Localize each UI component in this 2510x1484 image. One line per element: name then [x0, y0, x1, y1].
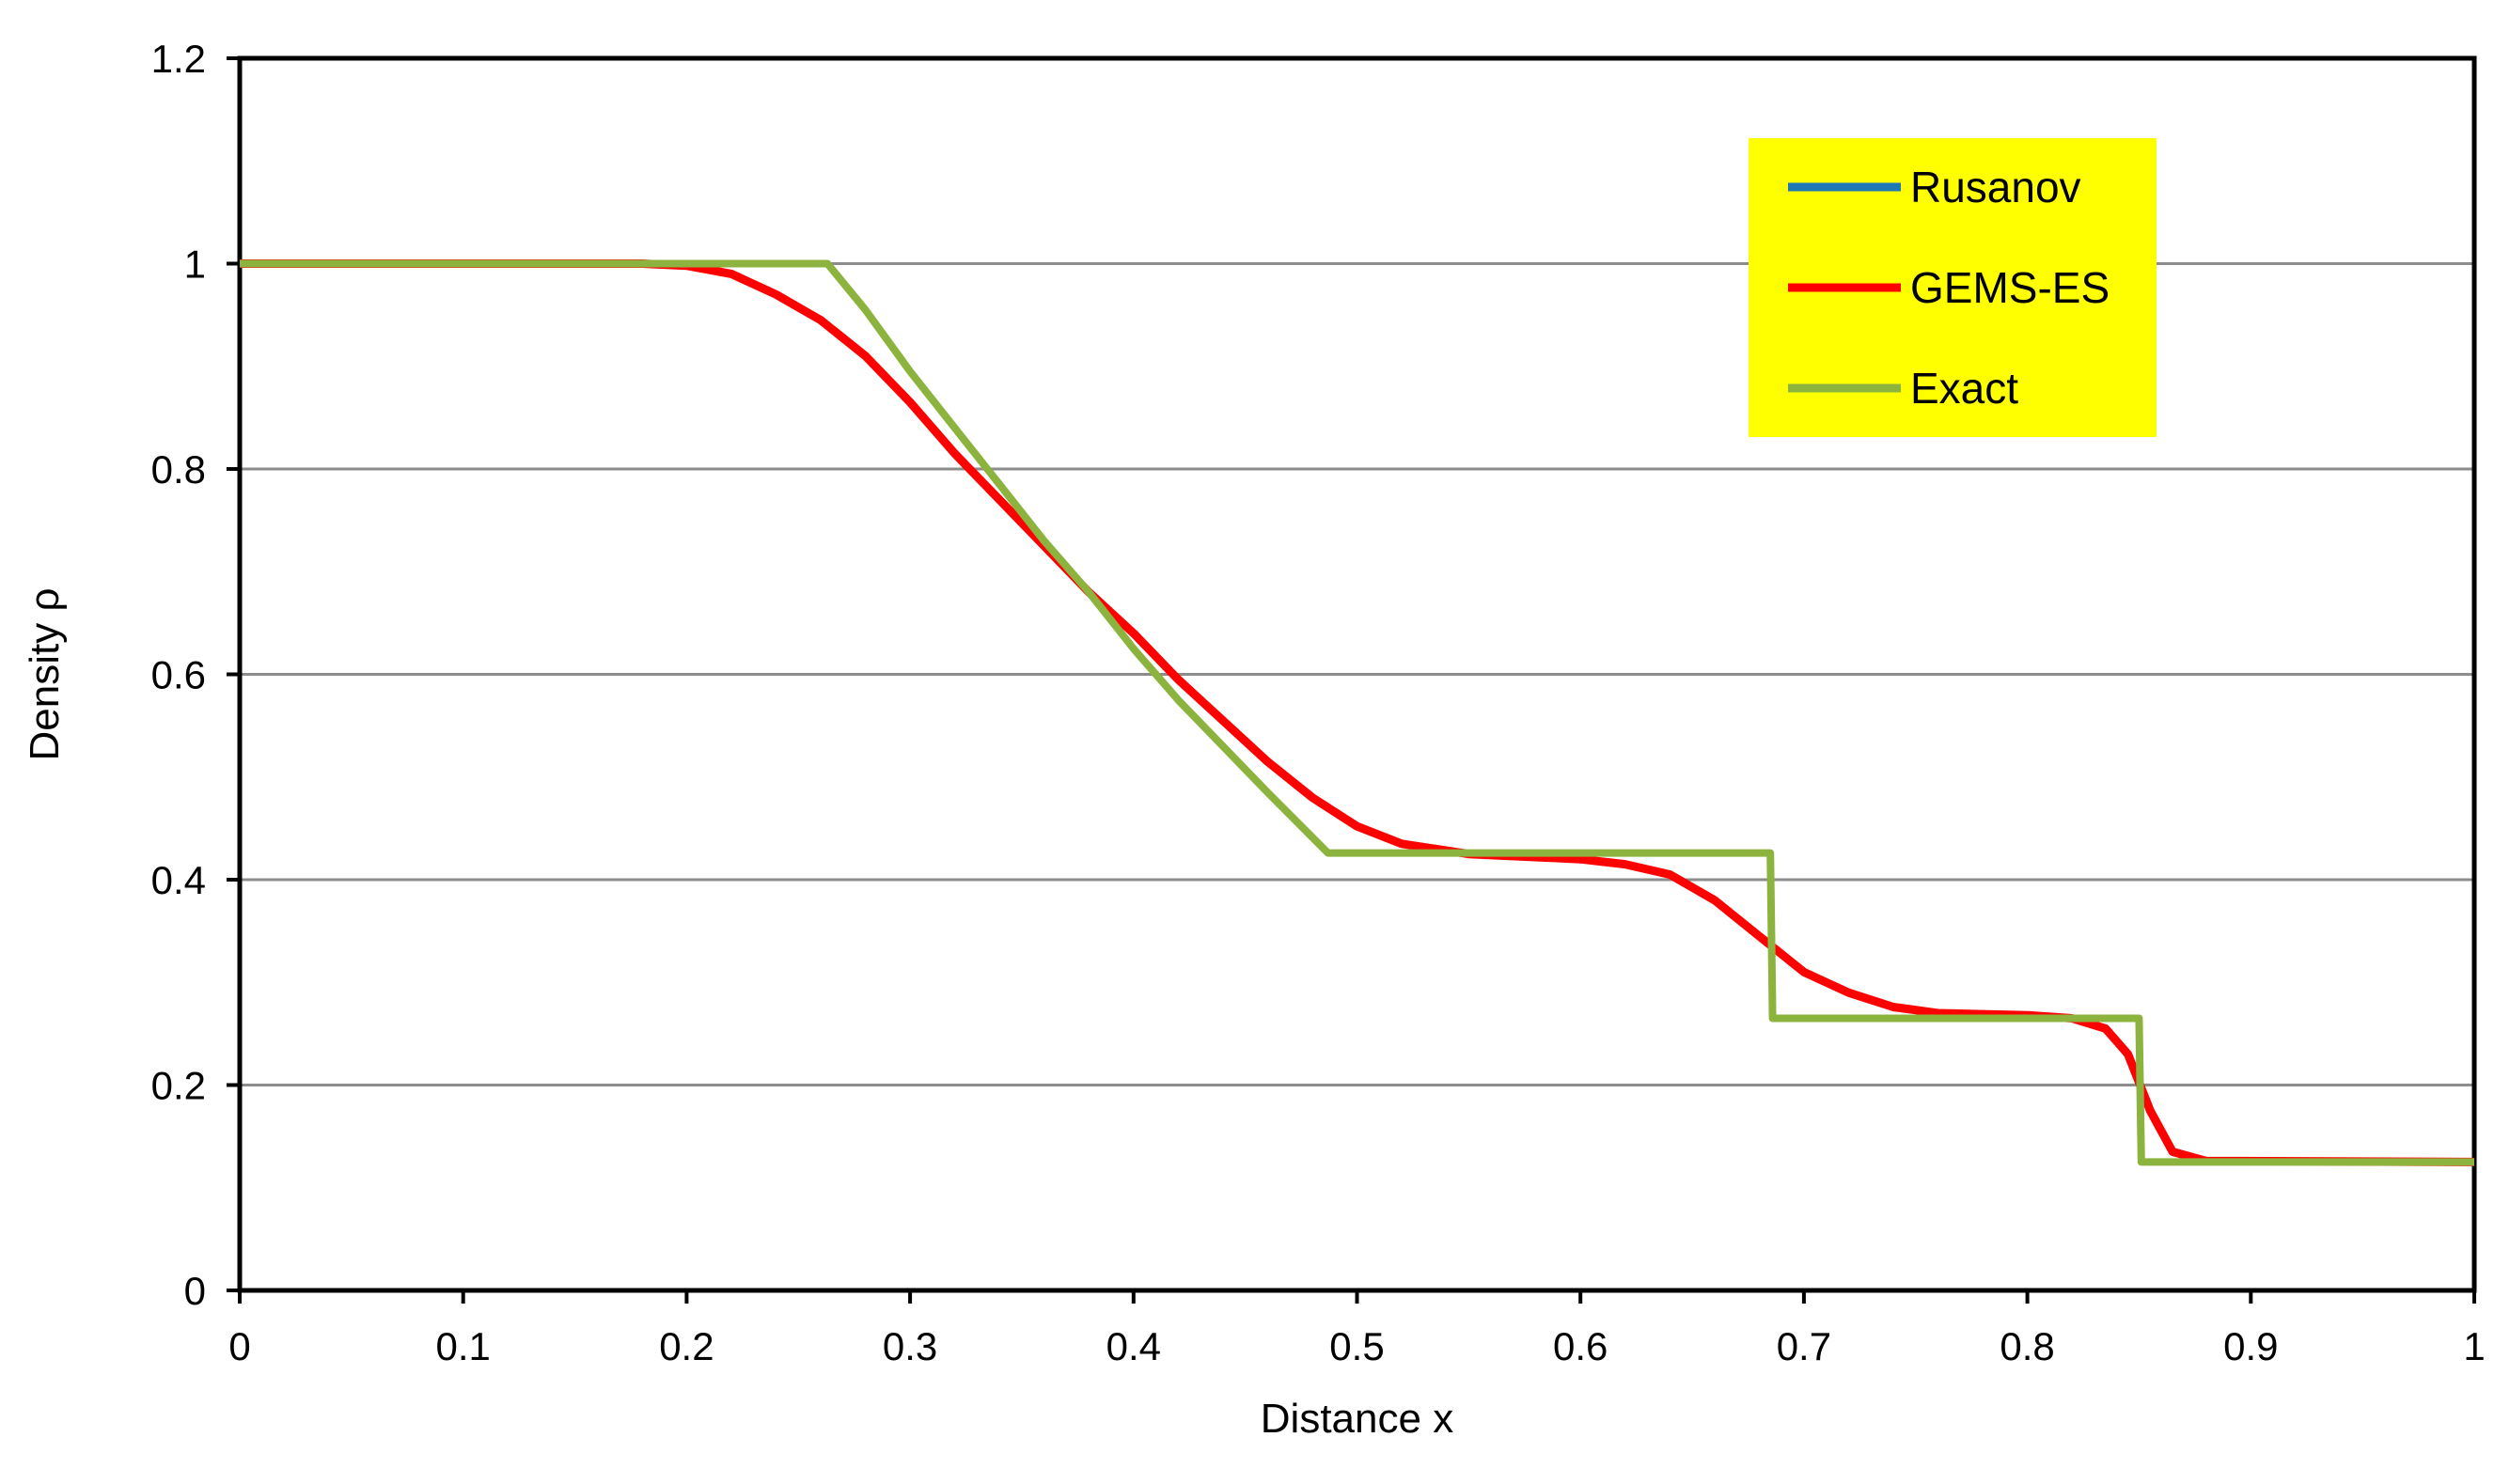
x-tick-label-6: 0.6: [1553, 1324, 1608, 1368]
y-axis-title: Density ρ: [22, 588, 68, 761]
y-tick-label-0: 0: [184, 1269, 206, 1313]
y-tick-label-5: 1: [184, 242, 206, 287]
x-tick-label-3: 0.3: [883, 1324, 937, 1368]
legend-label-0: Rusanov: [1910, 163, 2081, 211]
axes: [227, 55, 2477, 1304]
x-tick-label-5: 0.5: [1329, 1324, 1384, 1368]
x-tick-label-9: 0.9: [2223, 1324, 2278, 1368]
x-tick-label-10: 1: [2463, 1324, 2485, 1368]
legend-label-2: Exact: [1910, 364, 2018, 413]
x-tick-label-2: 0.2: [659, 1324, 714, 1368]
x-tick-label-7: 0.7: [1777, 1324, 1831, 1368]
y-tick-label-6: 1.2: [151, 37, 206, 81]
tick-labels: 0 0.2 0.4 0.6 0.8 1 1.2 0 0.1 0.2 0.3 0.4 0.5 0.6 0.7 0…: [151, 37, 2486, 1368]
y-tick-label-2: 0.4: [151, 858, 206, 902]
legend-label-1: GEMS-ES: [1910, 263, 2110, 312]
series-line-exact: [240, 259, 2474, 1166]
y-tick-label-4: 0.8: [151, 447, 206, 492]
series-lines: [240, 259, 2475, 1166]
legend: Rusanov GEMS-ES Exact: [1749, 138, 2157, 437]
x-tick-label-8: 0.8: [2000, 1324, 2054, 1368]
y-tick-label-3: 0.6: [151, 653, 206, 697]
x-tick-label-0: 0: [228, 1324, 250, 1368]
x-tick-label-4: 0.4: [1106, 1324, 1161, 1368]
x-axis-title: Distance x: [1261, 1396, 1453, 1442]
x-tick-label-1: 0.1: [436, 1324, 491, 1368]
y-tick-label-1: 0.2: [151, 1064, 206, 1108]
